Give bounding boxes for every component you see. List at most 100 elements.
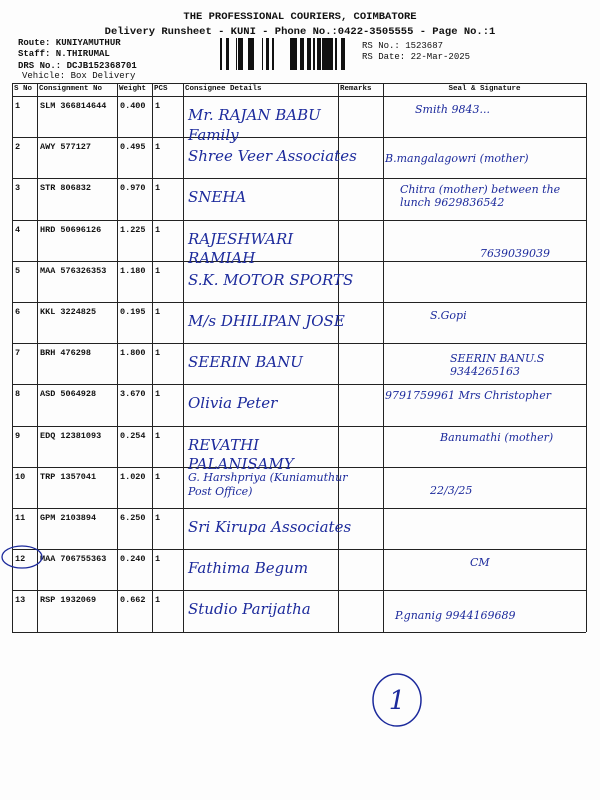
signature-handwritten: SEERIN BANU.S 9344265163 <box>450 352 545 378</box>
row-line <box>12 178 586 180</box>
column-line <box>152 83 153 632</box>
barcode-bar <box>313 38 315 70</box>
cell-pcs: 1 <box>155 430 161 441</box>
rs-no: RS No.: 1523687 <box>362 41 444 51</box>
signature-handwritten: 9791759961 Mrs Christopher <box>385 389 552 403</box>
cell-pcs: 1 <box>155 224 161 235</box>
consignee-handwritten: SEERIN BANU <box>188 353 303 372</box>
cell-weight: 0.970 <box>120 183 146 194</box>
cell-pcs: 1 <box>155 101 161 111</box>
cell-pcs: 1 <box>155 348 161 359</box>
cell-sno: 10 <box>15 471 26 482</box>
barcode-bar <box>300 38 302 70</box>
signature-handwritten: S.Gopi <box>430 309 467 322</box>
barcode-bar <box>328 38 329 70</box>
barcode-bar <box>344 38 345 70</box>
cell-pcs: 1 <box>155 595 161 606</box>
consignee-handwritten: Studio Parijatha <box>188 600 311 619</box>
barcode-bar <box>325 38 327 70</box>
column-line <box>12 83 13 632</box>
cell-consignment: MAA 706755363 <box>40 554 107 565</box>
barcode-bar <box>240 38 243 70</box>
signature-handwritten: CM <box>470 556 490 570</box>
cell-weight: 0.495 <box>120 142 146 153</box>
consignee-handwritten: M/s DHILIPAN JOSE <box>188 312 345 330</box>
drs-no: DRS No.: DCJB152368701 <box>18 61 137 71</box>
column-line <box>37 83 38 632</box>
barcode-bar <box>220 38 222 70</box>
consignee-handwritten: REVATHI PALANISAMY <box>188 435 294 474</box>
cell-consignment: AWY 577127 <box>40 142 92 153</box>
column-header: Weight <box>119 85 147 93</box>
barcode-bar <box>236 38 237 70</box>
page-mark: 1 <box>389 686 406 716</box>
consignee-handwritten: Olivia Peter <box>188 394 278 413</box>
barcode-bar <box>332 38 333 70</box>
title: THE PROFESSIONAL COURIERS, COIMBATORE <box>183 11 417 23</box>
barcode-bar <box>262 38 263 70</box>
cell-pcs: 1 <box>155 513 161 523</box>
barcode-bar <box>291 38 293 70</box>
cell-consignment: HRD 50696126 <box>40 224 102 235</box>
row-line <box>12 219 586 221</box>
cell-weight: 3.670 <box>120 389 146 400</box>
cell-pcs: 1 <box>155 554 161 565</box>
consignee-handwritten: SNEHA <box>188 188 247 207</box>
cell-weight: 0.195 <box>120 307 146 317</box>
consignee-handwritten: S.K. MOTOR SPORTS <box>188 270 354 289</box>
cell-sno: 7 <box>15 348 21 359</box>
signature-handwritten: B.mangalagowri (mother) <box>385 152 529 166</box>
cell-consignment: BRH 476298 <box>40 348 92 359</box>
barcode-bar <box>327 38 328 70</box>
row-line <box>12 384 586 386</box>
route: Route: KUNIYAMUTHUR <box>18 38 121 48</box>
consignee-handwritten: Shree Veer Associates <box>188 147 357 166</box>
row-line <box>12 83 586 84</box>
row-line <box>12 137 586 139</box>
column-line <box>183 83 184 632</box>
cell-pcs: 1 <box>155 389 161 400</box>
cell-pcs: 1 <box>155 471 161 482</box>
cell-consignment: TRP 1357041 <box>40 471 97 482</box>
cell-sno: 1 <box>15 101 21 111</box>
row-line <box>12 631 586 633</box>
cell-sno: 8 <box>15 389 21 400</box>
cell-weight: 0.254 <box>120 430 146 441</box>
barcode-bar <box>318 38 319 70</box>
consignee-handwritten: RAJESHWARI RAMIAH <box>188 229 294 268</box>
cell-weight: 1.225 <box>120 224 146 235</box>
row-line <box>12 302 586 303</box>
cell-pcs: 1 <box>155 183 161 194</box>
staff: Staff: N.THIRUMAL <box>18 49 110 59</box>
barcode-bar <box>290 38 291 70</box>
barcode-bar <box>322 38 325 70</box>
barcode <box>220 38 345 70</box>
signature-handwritten: Banumathi (mother) <box>440 430 554 444</box>
cell-sno: 12 <box>15 554 26 565</box>
column-line <box>383 83 384 632</box>
barcode-bar <box>302 38 304 70</box>
barcode-bar <box>335 38 337 70</box>
barcode-bar <box>307 38 309 70</box>
column-header: Consignment No <box>39 85 103 93</box>
barcode-bar <box>248 38 251 70</box>
cell-weight: 1.180 <box>120 265 146 276</box>
row-line <box>12 96 586 97</box>
cell-pcs: 1 <box>155 265 161 276</box>
signature-handwritten: Smith 9843... <box>415 103 490 116</box>
cell-weight: 0.400 <box>120 101 146 111</box>
cell-weight: 0.240 <box>120 554 146 565</box>
column-header: Remarks <box>340 85 372 93</box>
barcode-bar <box>294 38 297 70</box>
cell-consignment: ASD 5064928 <box>40 389 97 400</box>
row-line <box>12 508 586 509</box>
cell-weight: 0.662 <box>120 595 146 606</box>
cell-pcs: 1 <box>155 307 161 317</box>
row-line <box>12 260 586 262</box>
circle-mark <box>1 545 43 569</box>
column-header: Seal & Signature <box>448 85 521 93</box>
row-line <box>12 466 586 468</box>
cell-consignment: KKL 3224825 <box>40 307 97 317</box>
